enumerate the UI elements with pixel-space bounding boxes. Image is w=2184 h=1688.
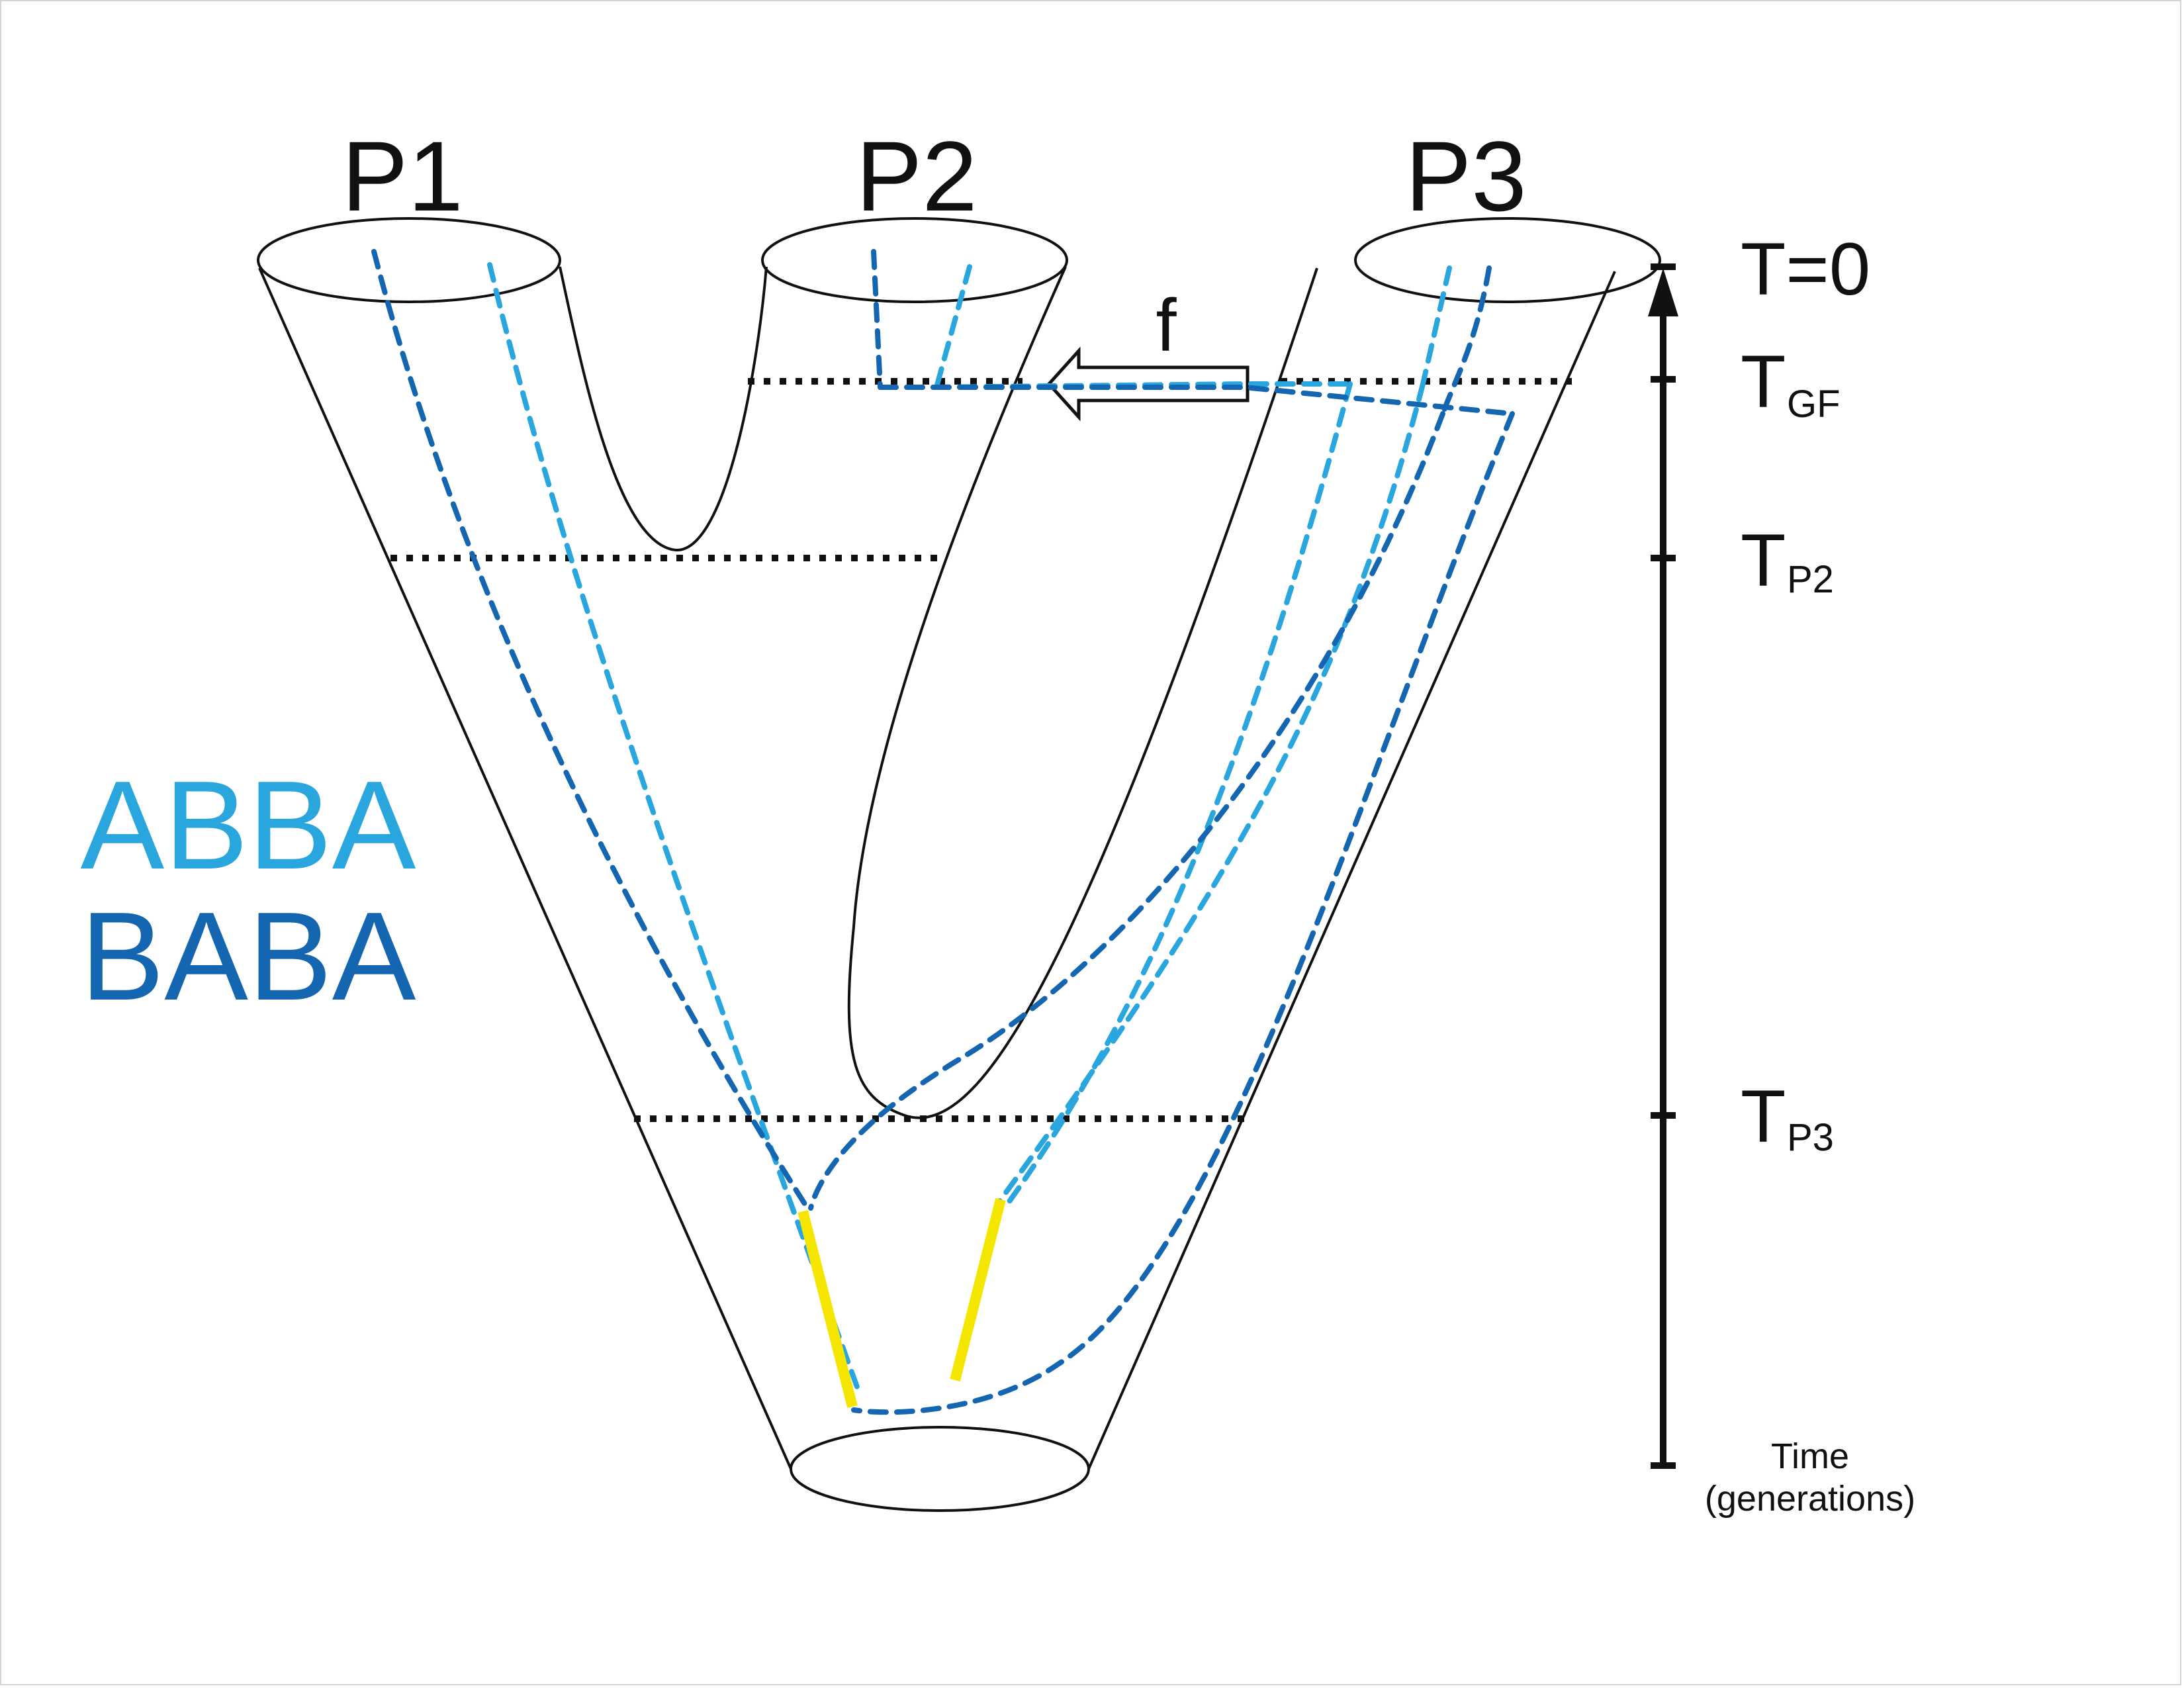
p2-p3-junction — [847, 266, 1318, 1119]
p1-label: P1 — [341, 120, 463, 232]
baba-p3-ancestral — [808, 411, 1445, 1211]
baba-p3-ancestral-b — [851, 411, 1515, 1415]
root-bottom-ellipse — [790, 1426, 1090, 1512]
outer-left-edge — [258, 267, 792, 1470]
tgf-label: T — [1741, 340, 1786, 423]
abba-p3-ancestral — [1007, 381, 1353, 1204]
baba-p1-lineage — [371, 249, 810, 1211]
baba-genealogy — [371, 249, 1515, 1415]
tp3-label: T — [1741, 1075, 1786, 1158]
abba-genealogy — [487, 262, 1452, 1389]
tree-outline — [257, 217, 1661, 1512]
highlight-branch-right — [950, 1198, 1006, 1382]
tgf-label-sub: GF — [1787, 383, 1841, 426]
time-caption-line2: (generations) — [1705, 1479, 1915, 1519]
p1-top-ellipse — [257, 217, 561, 303]
abba-p3-lineage — [1420, 265, 1452, 387]
abba-p1-lineage — [487, 262, 860, 1389]
p2-label: P2 — [856, 120, 977, 232]
tp3-label-sub: P3 — [1787, 1116, 1834, 1159]
outer-right-edge — [1087, 271, 1616, 1470]
legend-abba: ABBA — [81, 755, 416, 896]
tp2-label: T — [1741, 519, 1786, 602]
time-caption-line1: Time — [1771, 1436, 1849, 1476]
gene-flow-arrow: f — [1046, 284, 1250, 422]
population-labels: P1 P2 P3 — [341, 120, 1526, 232]
abba-p3-ancestral-b — [997, 381, 1426, 1204]
baba-p2-lineage — [871, 249, 883, 390]
tp2-label-sub: P2 — [1787, 558, 1834, 601]
baba-gene-flow-lineage — [878, 385, 1515, 416]
p2-top-ellipse — [761, 217, 1068, 303]
p3-label: P3 — [1405, 120, 1526, 232]
highlighted-branches — [797, 1198, 1006, 1408]
legend: ABBA BABA — [81, 755, 416, 1027]
highlight-branch-left — [797, 1210, 858, 1408]
gene-flow-label: f — [1156, 284, 1177, 367]
p1-p2-junction — [559, 266, 768, 551]
t0-label: T=0 — [1741, 228, 1870, 310]
baba-p3-lineage — [1440, 265, 1492, 416]
time-axis: T=0 T GF T P2 T P3 Time (generations) — [1648, 228, 1915, 1519]
time-axis-arrowhead — [1648, 268, 1678, 316]
abba-p2-lineage — [934, 264, 972, 390]
legend-baba: BABA — [81, 886, 416, 1027]
p3-top-ellipse — [1354, 217, 1661, 303]
